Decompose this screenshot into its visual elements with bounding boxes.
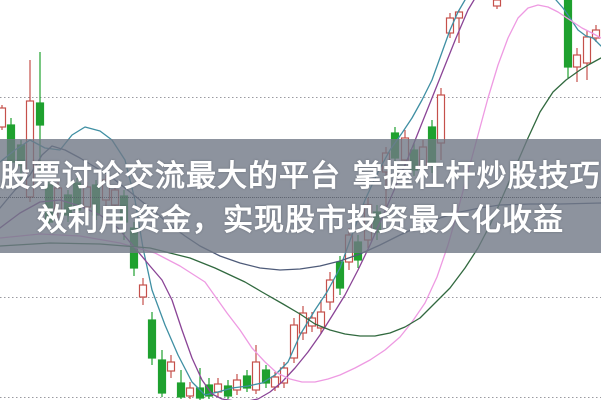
- candle: [454, 10, 464, 43]
- candle: [563, 0, 573, 78]
- candle: [445, 13, 455, 38]
- ma-darkgreen: [0, 57, 601, 337]
- candle: [176, 370, 186, 399]
- candle: [242, 370, 252, 392]
- candle: [0, 105, 7, 130]
- ma-teal-fast: [0, 0, 466, 396]
- candle: [232, 374, 242, 395]
- candle: [213, 378, 223, 397]
- headline-line-1: 股票讨论交流最大的平台 掌握杠杆炒股技巧：高: [0, 159, 601, 194]
- candle: [325, 272, 335, 310]
- candle: [492, 0, 502, 9]
- gridline-overlay: [0, 197, 601, 198]
- candle: [261, 365, 271, 388]
- headline-line-2: 效利用资金，实现股市投资最大化收益: [37, 203, 564, 238]
- candle: [582, 30, 592, 80]
- candle: [289, 318, 299, 363]
- candle: [147, 312, 157, 365]
- candle: [204, 378, 214, 399]
- candle: [195, 368, 205, 400]
- ma-teal-fast-reentry: [555, 0, 601, 47]
- candle: [185, 382, 195, 399]
- candle: [138, 278, 148, 305]
- candle: [166, 355, 176, 378]
- candle: [316, 300, 326, 334]
- candle: [572, 48, 582, 82]
- headline-banner: 股票讨论交流最大的平台 掌握杠杆炒股技巧：高 效利用资金，实现股市投资最大化收益: [0, 139, 601, 253]
- candle: [157, 350, 167, 397]
- ma-pink: [0, 4, 601, 383]
